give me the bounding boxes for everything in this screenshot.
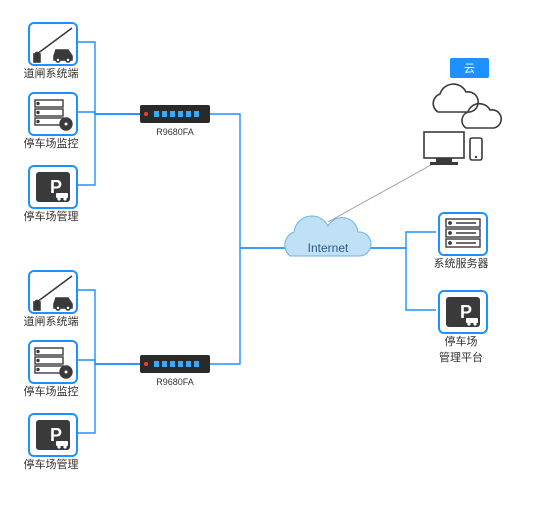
node-label-gate1: 道闸系统端	[20, 65, 82, 81]
edge	[370, 248, 436, 310]
node-mon1	[28, 92, 78, 136]
edge	[210, 114, 286, 248]
node-mon2	[28, 340, 78, 384]
node-server	[438, 212, 488, 256]
edge	[76, 360, 140, 364]
router-r2	[140, 355, 210, 373]
edge	[210, 248, 286, 364]
monitor-icon	[30, 342, 76, 382]
gate-icon	[30, 24, 76, 64]
cloud-tag: 云	[450, 58, 489, 78]
router-label-r2: R9680FA	[140, 377, 210, 387]
monitor-icon	[30, 94, 76, 134]
parking-icon: P	[30, 167, 76, 207]
node-mgmt1: P	[28, 165, 78, 209]
edge	[76, 364, 140, 433]
server-icon	[440, 214, 486, 254]
edge	[76, 290, 140, 364]
gate-icon	[30, 272, 76, 312]
node-mgmt2: P	[28, 413, 78, 457]
edge	[76, 114, 140, 185]
parking-icon: P	[440, 292, 486, 332]
node-label-mon1: 停车场监控	[20, 135, 82, 151]
node-label-mgmt1: 停车场管理	[20, 208, 82, 224]
parking-icon: P	[30, 415, 76, 455]
router-label-r1: R9680FA	[140, 127, 210, 137]
node-gate1	[28, 22, 78, 66]
node-label-mgmt2: 停车场管理	[20, 456, 82, 472]
routers-layer	[140, 105, 210, 373]
node-label-gate2: 道闸系统端	[20, 313, 82, 329]
router-r1	[140, 105, 210, 123]
node-gate2	[28, 270, 78, 314]
edge	[76, 42, 140, 114]
edge	[76, 112, 140, 114]
node-label-server: 系统服务器	[430, 255, 492, 271]
internet-cloud: Internet	[285, 216, 371, 256]
edge	[370, 232, 436, 248]
node-label-platform: 停车场 管理平台	[430, 333, 492, 365]
node-label-mon2: 停车场监控	[20, 383, 82, 399]
internet-label: Internet	[308, 241, 349, 255]
edge	[328, 160, 440, 222]
edges-layer	[76, 42, 440, 433]
cloud-devices-group	[424, 84, 501, 165]
node-platform: P	[438, 290, 488, 334]
